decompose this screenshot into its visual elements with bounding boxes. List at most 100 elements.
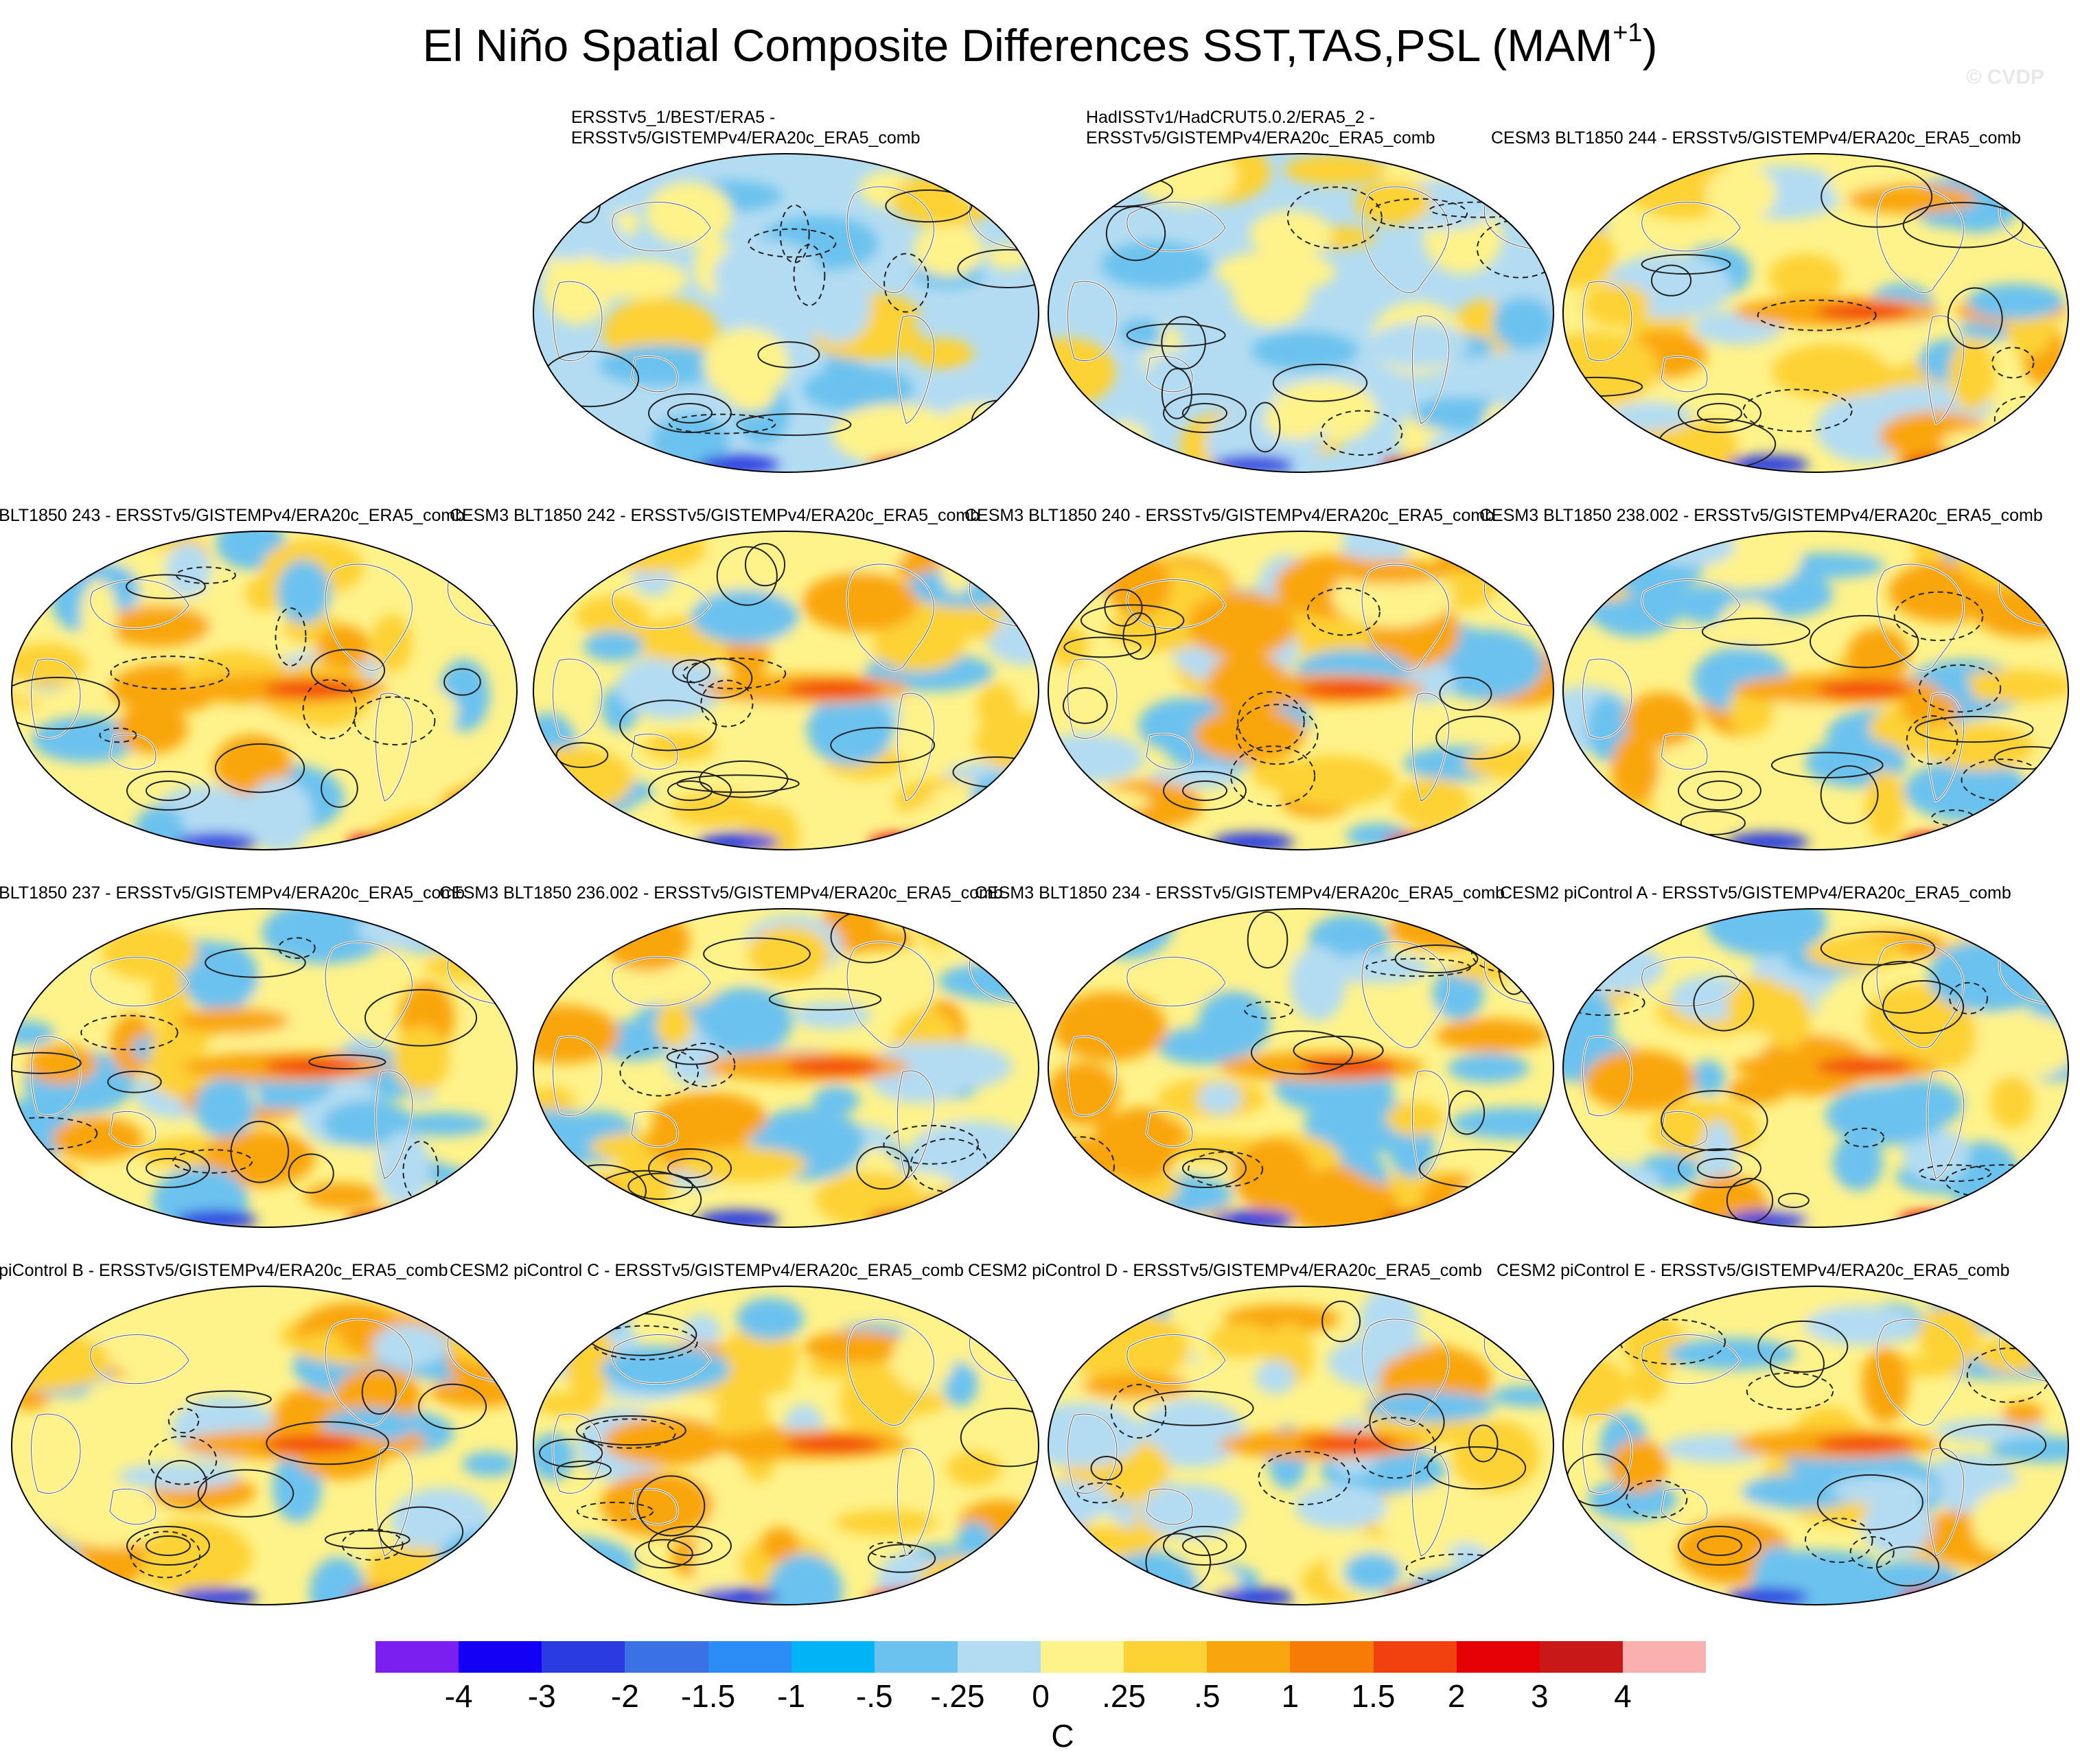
map-svg bbox=[533, 1286, 1039, 1605]
coastline bbox=[1361, 1319, 1449, 1426]
anomaly-patch bbox=[1902, 1128, 1969, 1182]
anomaly-patch bbox=[544, 262, 662, 299]
anomaly-patch bbox=[1690, 1060, 1726, 1095]
anomaly-patch bbox=[1965, 1557, 2020, 1586]
world-map-panel bbox=[1562, 530, 2070, 851]
psl-contour bbox=[830, 727, 936, 764]
anomaly-patch bbox=[1263, 398, 1330, 440]
coastline bbox=[1146, 1488, 1193, 1525]
anomaly-patch bbox=[1435, 1018, 1549, 1052]
psl-contour bbox=[1249, 402, 1281, 453]
anomaly-patch bbox=[1197, 1082, 1242, 1115]
coastline bbox=[1641, 579, 1741, 629]
colorbar-box bbox=[1124, 1641, 1207, 1673]
anomaly-patch bbox=[1569, 909, 1613, 972]
coastline bbox=[1126, 1334, 1226, 1384]
map-border bbox=[1562, 1286, 2069, 1605]
polar-anomaly bbox=[1898, 455, 1994, 472]
anomaly-patch bbox=[1700, 1120, 1735, 1193]
world-map-panel bbox=[1047, 1285, 1555, 1606]
coastline bbox=[1411, 315, 1450, 424]
psl-contour bbox=[205, 947, 306, 978]
psl-contour bbox=[310, 649, 386, 692]
psl-contour bbox=[288, 1153, 334, 1194]
psl-contour bbox=[1320, 410, 1403, 456]
anomaly-patch bbox=[671, 793, 761, 827]
psl-contour bbox=[146, 780, 191, 801]
psl-contour bbox=[214, 743, 305, 793]
coastline bbox=[31, 1413, 81, 1494]
coastline bbox=[109, 733, 157, 770]
psl-contour bbox=[148, 1435, 218, 1485]
anomaly-patch bbox=[1251, 331, 1359, 371]
colorbar-tick-label: -.25 bbox=[930, 1678, 985, 1714]
colorbar bbox=[375, 1641, 1706, 1673]
panel-label-line1: CESM3 BLT1850 234 - ERSSTv5/GISTEMPv4/ER… bbox=[975, 883, 1505, 903]
anomaly-patch bbox=[1122, 403, 1161, 426]
anomaly-patch bbox=[865, 1390, 948, 1415]
polar-anomaly bbox=[1383, 455, 1479, 472]
anomaly-patch bbox=[1805, 936, 1906, 969]
psl-contour bbox=[308, 1054, 386, 1070]
coastline bbox=[1582, 1036, 1632, 1117]
coastline bbox=[846, 186, 934, 294]
anomaly-patch bbox=[943, 1360, 978, 1406]
panel-label-line1: CESM3 BLT1850 240 - ERSSTv5/GISTEMPv4/ER… bbox=[964, 506, 1495, 525]
psl-contour bbox=[1816, 1474, 1923, 1531]
polar-anomaly bbox=[1898, 1588, 1994, 1605]
coastline bbox=[1876, 1319, 1964, 1426]
cvdp-watermark: © CVDP bbox=[1966, 66, 2044, 89]
psl-contour bbox=[126, 574, 206, 599]
anomaly-patch bbox=[158, 1349, 196, 1382]
psl-contour bbox=[1161, 368, 1192, 419]
anomaly-patch bbox=[358, 1563, 434, 1597]
psl-contour bbox=[957, 248, 1039, 288]
psl-contour bbox=[378, 1506, 464, 1557]
psl-contour bbox=[1133, 1390, 1254, 1426]
panel-label-line2: ERSSTv5/GISTEMPv4/ERA20c_ERA5_comb bbox=[571, 128, 921, 148]
polar-anomaly bbox=[1898, 833, 1994, 850]
anomaly-patch bbox=[309, 1557, 366, 1605]
psl-contour bbox=[230, 1120, 290, 1183]
anomaly-patch bbox=[802, 367, 914, 413]
psl-contour bbox=[1247, 911, 1289, 968]
anomaly-patch bbox=[12, 643, 87, 686]
anomaly-patch bbox=[1188, 592, 1296, 659]
coastline bbox=[90, 957, 189, 1007]
coastline bbox=[612, 957, 711, 1007]
psl-contour bbox=[1641, 254, 1731, 275]
polar-anomaly bbox=[868, 1588, 964, 1605]
world-map-panel bbox=[532, 1285, 1040, 1606]
anomaly-patch bbox=[116, 704, 188, 754]
anomaly-patch bbox=[316, 625, 371, 671]
coastline bbox=[1641, 1334, 1741, 1384]
anomaly-patch bbox=[1941, 428, 2041, 456]
psl-contour bbox=[793, 244, 826, 307]
psl-contour bbox=[321, 769, 358, 808]
psl-contour bbox=[1995, 159, 2055, 209]
colorbar-tick-label: 0 bbox=[1032, 1678, 1050, 1714]
colorbar-tick-label: -4 bbox=[444, 1678, 473, 1714]
psl-contour bbox=[185, 1390, 272, 1408]
psl-contour bbox=[1809, 615, 1919, 669]
psl-contour bbox=[443, 668, 481, 696]
psl-contour bbox=[146, 1535, 191, 1556]
anomaly-patch bbox=[1628, 1364, 1667, 1404]
anomaly-patch bbox=[806, 269, 871, 343]
psl-contour bbox=[146, 1158, 191, 1179]
anomaly-patch bbox=[1360, 1286, 1420, 1359]
coastline bbox=[553, 1036, 603, 1117]
psl-contour bbox=[364, 988, 478, 1047]
psl-contour bbox=[126, 1526, 210, 1566]
psl-contour bbox=[402, 1140, 439, 1201]
coastline bbox=[1876, 941, 1964, 1049]
anomaly-patch bbox=[393, 1026, 450, 1093]
psl-contour bbox=[1104, 589, 1143, 627]
psl-contour bbox=[1650, 264, 1692, 297]
psl-contour bbox=[1439, 677, 1492, 711]
map-border bbox=[1048, 908, 1554, 1228]
anomaly-patch bbox=[1048, 432, 1092, 472]
psl-contour bbox=[1286, 186, 1383, 249]
coastline bbox=[1926, 1070, 1965, 1179]
anomaly-patch bbox=[1432, 968, 1484, 1020]
